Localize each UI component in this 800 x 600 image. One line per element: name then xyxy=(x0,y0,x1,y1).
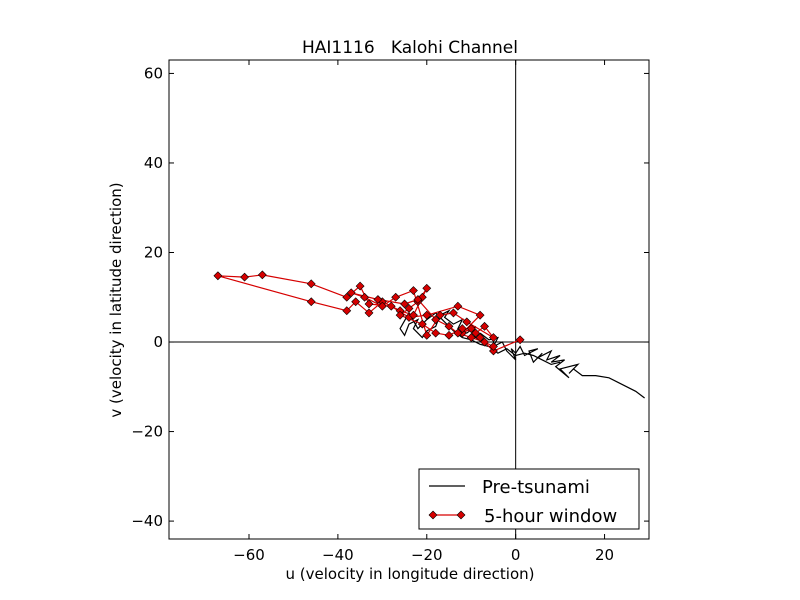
data-point-5-hour-window xyxy=(489,346,498,356)
data-point-5-hour-window xyxy=(444,330,454,340)
y-axis-label: v (velocity in latitude direction) xyxy=(107,182,125,417)
reference-lines xyxy=(169,60,649,539)
plot-frame xyxy=(168,59,650,540)
data-point-5-hour-window xyxy=(480,321,489,331)
data-point-5-hour-window xyxy=(466,333,476,342)
data-point-5-hour-window xyxy=(515,335,525,345)
data-point-5-hour-window xyxy=(466,324,476,334)
legend: Pre-tsunami 5-hour window xyxy=(418,468,640,530)
data-point-5-hour-window xyxy=(431,328,441,338)
data-point-5-hour-window xyxy=(351,297,361,307)
data-point-5-hour-window xyxy=(346,288,356,298)
data-point-5-hour-window xyxy=(377,301,387,311)
legend-label-5-hour-window: 5-hour window xyxy=(484,506,617,527)
x-tick-label: 0 xyxy=(511,546,521,564)
x-tick-label: −60 xyxy=(233,546,265,564)
y-tick-label: −40 xyxy=(131,512,163,530)
data-point-5-hour-window xyxy=(240,272,249,282)
data-point-5-hour-window xyxy=(386,301,396,311)
data-point-5-hour-window xyxy=(475,310,485,320)
data-point-5-hour-window xyxy=(342,292,352,302)
data-point-5-hour-window xyxy=(489,342,498,351)
data-point-5-hour-window xyxy=(413,295,423,304)
data-point-5-hour-window xyxy=(449,308,458,318)
data-point-5-hour-window xyxy=(422,283,432,293)
y-tick-label: 60 xyxy=(144,64,163,82)
x-tick-label: −40 xyxy=(322,546,354,564)
y-tick-label: 0 xyxy=(153,333,163,351)
data-point-5-hour-window xyxy=(462,317,472,327)
y-tick-label: 20 xyxy=(144,243,163,261)
legend-label-pre-tsunami: Pre-tsunami xyxy=(482,477,590,498)
data-point-5-hour-window xyxy=(306,279,316,289)
data-point-5-hour-window xyxy=(364,308,374,318)
data-point-5-hour-window xyxy=(480,337,489,347)
data-point-5-hour-window xyxy=(453,301,463,311)
series-layer xyxy=(213,270,645,399)
data-point-5-hour-window xyxy=(360,292,369,302)
axis-ticks: −60 −40 −20 0 20 −40 −20 0 20 40 60 xyxy=(131,60,649,564)
data-point-5-hour-window xyxy=(417,292,427,302)
data-point-5-hour-window xyxy=(373,295,383,304)
data-point-5-hour-window xyxy=(391,292,401,302)
data-point-5-hour-window xyxy=(422,310,432,320)
data-point-5-hour-window xyxy=(475,333,485,342)
data-point-5-hour-window xyxy=(395,310,405,320)
y-tick-label: −20 xyxy=(131,423,163,441)
data-point-5-hour-window xyxy=(409,286,418,295)
data-point-5-hour-window xyxy=(422,330,432,340)
x-axis-label: u (velocity in longitude direction) xyxy=(286,565,535,583)
data-point-5-hour-window xyxy=(306,297,316,307)
x-tick-label: 20 xyxy=(595,546,614,564)
data-point-5-hour-window xyxy=(471,328,481,338)
data-point-5-hour-window xyxy=(453,328,463,338)
data-point-5-hour-window xyxy=(364,299,374,309)
data-point-5-hour-window xyxy=(444,321,454,331)
data-point-5-hour-window xyxy=(489,333,498,342)
data-point-5-hour-window xyxy=(457,324,467,334)
data-point-5-hour-window xyxy=(435,310,445,320)
data-point-5-hour-window xyxy=(342,306,352,316)
data-point-5-hour-window xyxy=(257,270,267,280)
data-point-5-hour-window xyxy=(417,319,427,329)
plot-area: −60 −40 −20 0 20 −40 −20 0 20 40 60 xyxy=(131,59,650,564)
data-point-5-hour-window xyxy=(404,304,414,313)
legend-marker-5-hour-window xyxy=(428,510,438,520)
legend-marker-5-hour-window xyxy=(456,510,466,520)
data-point-5-hour-window xyxy=(355,281,365,291)
legend-box xyxy=(418,468,640,530)
series-line-5-hour-window xyxy=(217,274,521,352)
data-point-5-hour-window xyxy=(400,299,409,309)
y-tick-label: 40 xyxy=(144,154,163,172)
data-point-5-hour-window xyxy=(213,271,223,281)
x-tick-label: −20 xyxy=(411,546,443,564)
data-point-5-hour-window xyxy=(431,315,441,325)
data-point-5-hour-window xyxy=(409,310,418,320)
chart-title: HAI1116 Kalohi Channel xyxy=(302,38,518,58)
